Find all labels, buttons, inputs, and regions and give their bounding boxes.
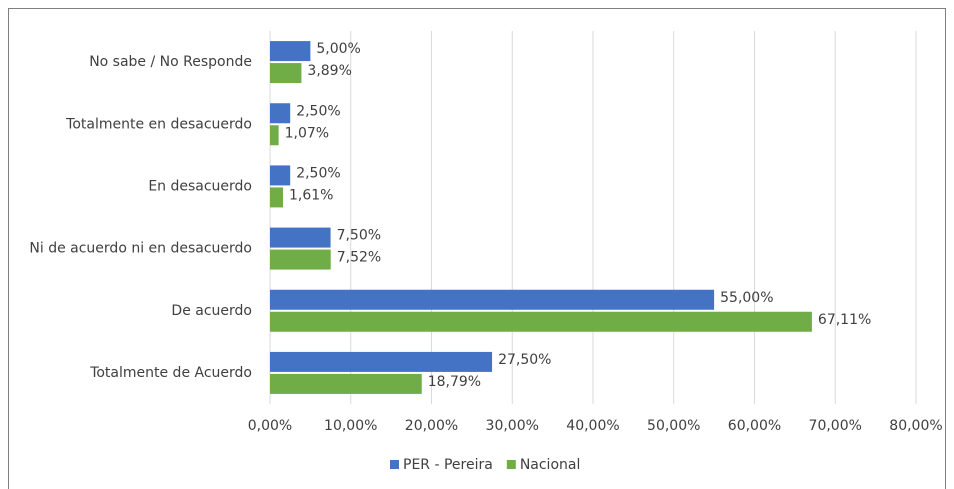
data-label: 1,61% [289,187,333,203]
y-tick-label: De acuerdo [171,303,252,319]
legend-label: PER - Pereira [403,457,493,473]
bar [270,351,493,372]
bar [270,103,291,124]
legend-swatch [506,460,516,469]
data-label: 67,11% [818,312,871,328]
bar [270,63,302,84]
data-label: 3,89% [307,63,351,79]
x-tick-label: 10,00% [324,418,377,434]
x-tick-label: 60,00% [728,418,781,434]
chart-border [8,8,946,489]
x-tick-label: 50,00% [647,418,700,434]
data-label: 7,52% [337,250,381,266]
bar [270,249,331,270]
data-label: 5,00% [316,41,360,57]
y-tick-label: Ni de acuerdo ni en desacuerdo [29,241,252,257]
bar [270,165,291,186]
x-tick-label: 30,00% [486,418,539,434]
y-tick-label: En desacuerdo [148,178,252,194]
bar [270,125,279,146]
x-tick-label: 70,00% [809,418,862,434]
bar [270,373,422,394]
x-tick-label: 0,00% [248,418,292,434]
data-label: 1,07% [285,125,329,141]
y-tick-label: Totalmente de Acuerdo [89,365,252,381]
legend-label: Nacional [520,457,581,473]
data-label: 55,00% [720,290,773,306]
bar [270,41,311,62]
bar [270,311,812,332]
y-tick-label: No sabe / No Responde [89,54,252,70]
x-tick-label: 40,00% [566,418,619,434]
bar [270,227,331,248]
data-label: 27,50% [498,352,551,368]
x-tick-label: 80,00% [889,418,942,434]
data-label: 18,79% [428,374,481,390]
data-label: 7,50% [337,228,381,244]
bar [270,187,284,208]
bar [270,289,715,310]
data-label: 2,50% [296,165,340,181]
y-tick-label: Totalmente en desacuerdo [65,116,252,132]
x-tick-label: 20,00% [405,418,458,434]
legend-swatch [390,460,399,469]
data-label: 2,50% [296,103,340,119]
